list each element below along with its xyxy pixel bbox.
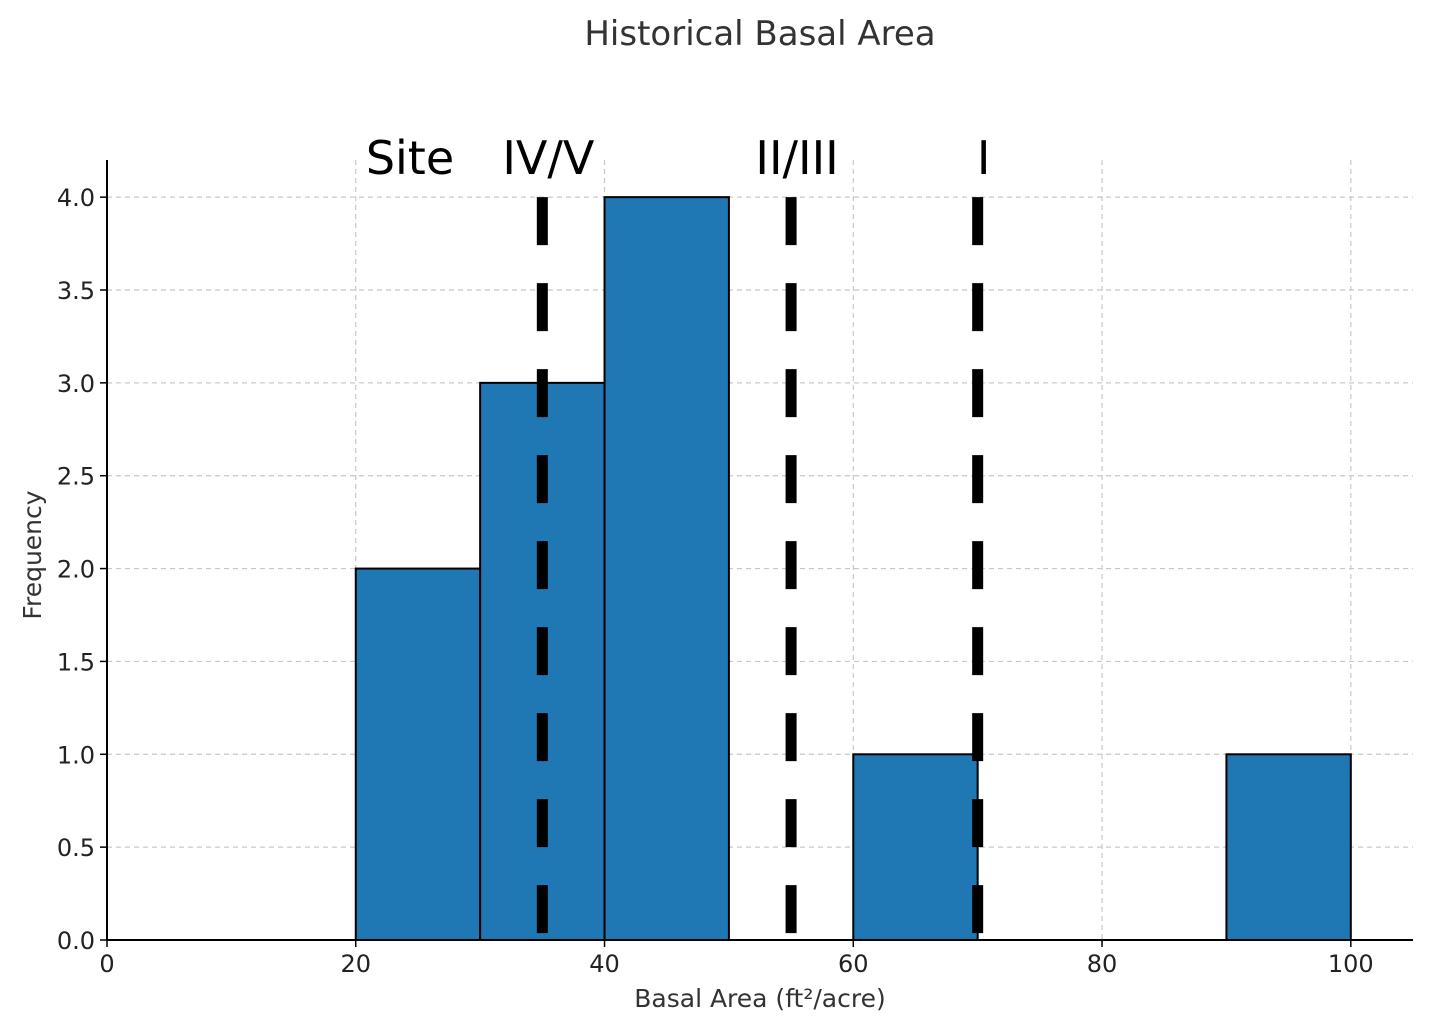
y-tick-label: 1.5 [57, 648, 95, 676]
y-tick-label: 0.5 [57, 834, 95, 862]
ticks-layer: 0 20 40 60 80 100 0.0 0.5 1.0 1.5 2.0 2.5 3.0 3.5 4.0 [57, 184, 1374, 978]
site-class-label: I [977, 131, 991, 185]
class-labels-layer: IV/V II/III I [502, 131, 990, 185]
y-tick-label: 3.5 [57, 277, 95, 305]
site-class-label: II/III [755, 131, 838, 185]
grid-layer [106, 160, 1413, 941]
site-label: Site [366, 131, 454, 185]
axes-layer [106, 160, 1413, 941]
histogram-bar [852, 753, 979, 941]
histogram-bar [354, 567, 482, 941]
x-tick-label: 20 [340, 950, 371, 978]
x-tick-label: 0 [99, 950, 114, 978]
y-tick-label: 2.0 [57, 556, 95, 584]
x-tick-label: 100 [1328, 950, 1374, 978]
y-axis-label: Frequency [18, 490, 47, 619]
y-tick-label: 1.0 [57, 741, 95, 769]
histogram-bar [603, 196, 730, 941]
y-tick-label: 3.0 [57, 370, 95, 398]
y-tick-label: 0.0 [57, 927, 95, 955]
histogram-bar [1225, 753, 1352, 941]
x-tick-label: 40 [589, 950, 620, 978]
y-tick-label: 4.0 [57, 184, 95, 212]
x-tick-label: 80 [1087, 950, 1118, 978]
site-class-label: IV/V [502, 131, 595, 185]
x-tick-label: 60 [838, 950, 869, 978]
x-axis-label: Basal Area (ft²/acre) [634, 984, 885, 1013]
chart-title: Historical Basal Area [584, 14, 935, 54]
class-lines-layer [536, 197, 984, 934]
y-tick-label: 2.5 [57, 463, 95, 491]
